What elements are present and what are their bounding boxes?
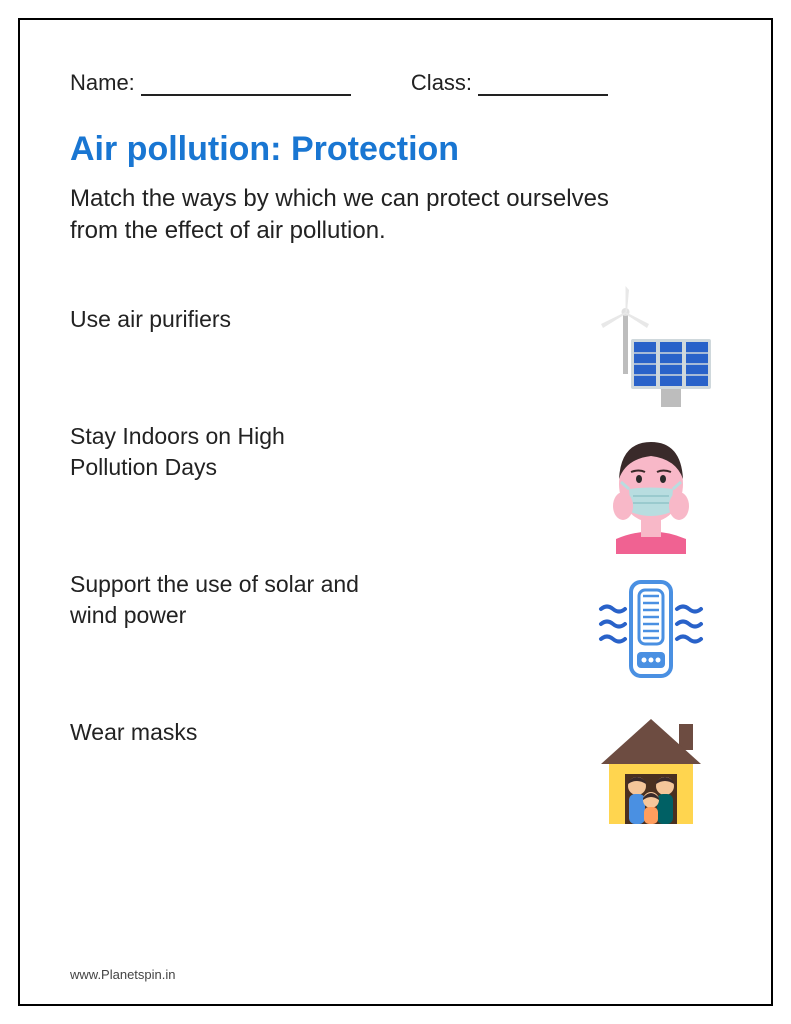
instruction-text: Match the ways by which we can protect o… [70, 183, 630, 248]
icon-column [581, 284, 721, 834]
name-blank-line[interactable] [141, 72, 351, 96]
match-item-3: Support the use of solar and wind power [70, 569, 370, 631]
house-family-icon [581, 704, 721, 834]
class-blank-line[interactable] [478, 72, 608, 96]
solar-wind-icon [581, 284, 721, 414]
name-field: Name: [70, 70, 351, 96]
match-item-4: Wear masks [70, 717, 370, 748]
text-column: Use air purifiers Stay Indoors on High P… [70, 284, 370, 748]
mask-person-icon [581, 424, 721, 554]
footer-text: www.Planetspin.in [70, 967, 176, 982]
class-field: Class: [411, 70, 608, 96]
page-title: Air pollution: Protection [70, 130, 721, 169]
worksheet-page: Name: Class: Air pollution: Protection M… [18, 18, 773, 1006]
name-label: Name: [70, 70, 135, 95]
match-item-2: Stay Indoors on High Pollution Days [70, 421, 370, 483]
air-purifier-icon [581, 564, 721, 694]
class-label: Class: [411, 70, 472, 95]
header-row: Name: Class: [70, 70, 721, 96]
match-item-1: Use air purifiers [70, 304, 370, 335]
matching-area: Use air purifiers Stay Indoors on High P… [70, 284, 721, 834]
